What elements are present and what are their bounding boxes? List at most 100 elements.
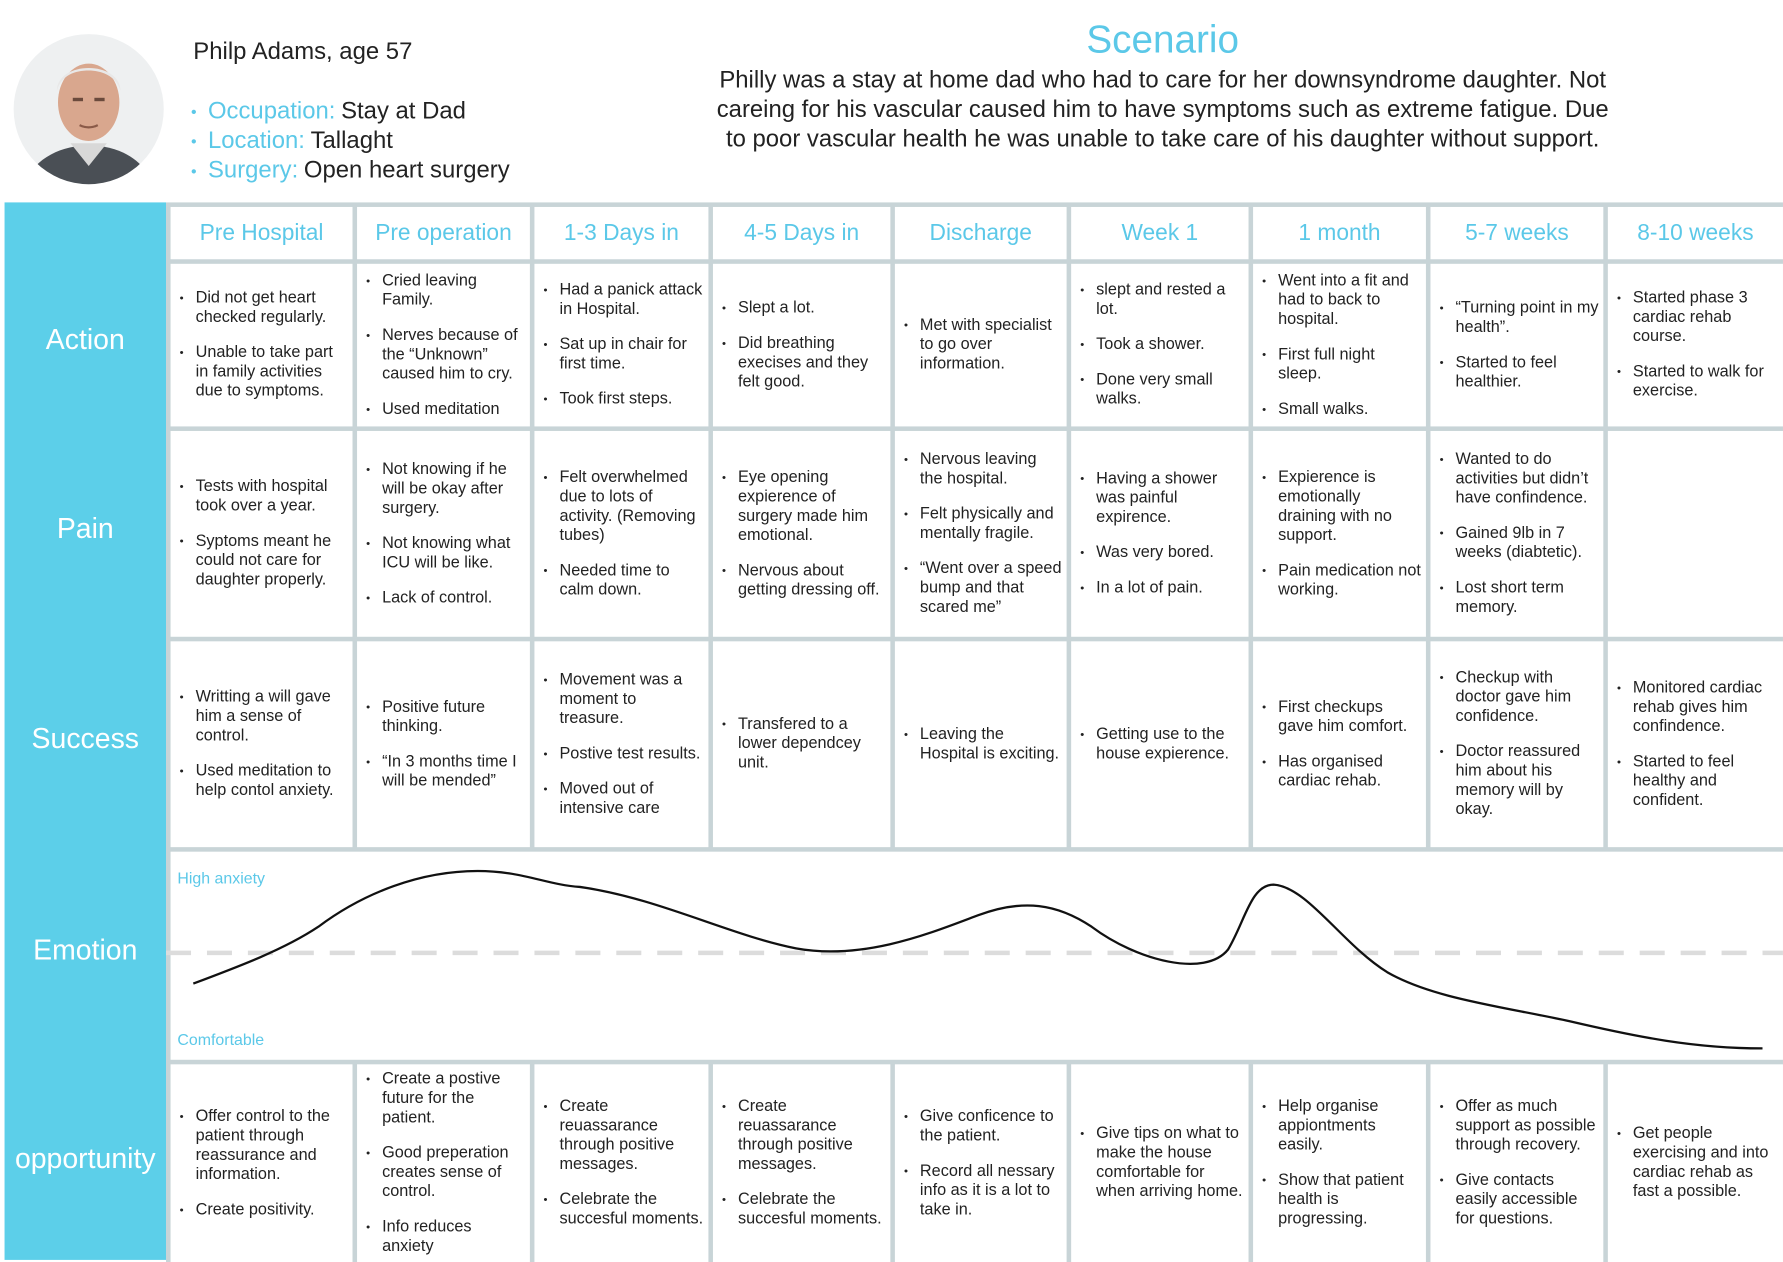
- row-label: opportunity: [14, 1142, 156, 1175]
- detail-value: Stay at Dad: [341, 97, 466, 124]
- bullet: Not knowing what ICU will be like.: [366, 534, 525, 573]
- bullet: Small walks.: [1262, 400, 1421, 419]
- bullet-list: Did not get heart checked regularly. Unab…: [180, 289, 348, 402]
- cell: Help organise appiontments easily. Show t…: [1253, 1064, 1426, 1262]
- bullet-list: Create a postive future for the patient.…: [366, 1070, 525, 1256]
- bullet-list: Slept a lot. Did breathing execises and t…: [722, 298, 886, 391]
- bullet: Positive future thinking.: [366, 698, 525, 737]
- bullet-list: “Turning point in my health”. Started to …: [1440, 298, 1599, 391]
- bullet: Create positivity.: [180, 1200, 348, 1219]
- stage-header: 8-10 weeks: [1607, 206, 1783, 260]
- bullet: In a lot of pain.: [1080, 579, 1244, 598]
- bullet: Transfered to a lower dependcey unit.: [722, 715, 886, 773]
- cell: Writting a will gave him a sense of cont…: [170, 641, 353, 848]
- bullet-list: Transfered to a lower dependcey unit.: [722, 715, 886, 773]
- cell: Nervous leaving the hospital. Felt physic…: [894, 430, 1067, 637]
- bullet-list: Writting a will gave him a sense of cont…: [180, 688, 348, 801]
- persona-detail: Surgery:Open heart surgery: [191, 157, 510, 187]
- cell: Slept a lot. Did breathing execises and t…: [712, 263, 891, 427]
- cell: Offer control to the patient through rea…: [170, 1064, 353, 1262]
- bullet: Writting a will gave him a sense of cont…: [180, 688, 348, 746]
- bullet-list: Get people exercising and into cardiac r…: [1617, 1125, 1778, 1202]
- cell: Not knowing if he will be okay after sur…: [357, 430, 530, 637]
- bullet-list: slept and rested a lot. Took a shower. Don…: [1080, 281, 1244, 409]
- cell: Create a postive future for the patient.…: [357, 1064, 530, 1262]
- bullet-list: Went into a fit and had to back to hospi…: [1262, 271, 1421, 419]
- bullet: Sat up in chair for first time.: [544, 335, 704, 374]
- bullet: Good preperation creates sense of contro…: [366, 1144, 525, 1202]
- stage-header: Discharge: [894, 206, 1067, 260]
- bullet: slept and rested a lot.: [1080, 281, 1244, 320]
- bullet: Expierence is emotionally draining with …: [1262, 468, 1421, 545]
- detail-label: Location:: [207, 127, 305, 154]
- bullet: Postive test results.: [544, 744, 704, 763]
- persona-name: Philp Adams, age 57: [193, 38, 413, 65]
- bullet: Offer as much support as possible throug…: [1440, 1097, 1599, 1155]
- bullet: Took a shower.: [1080, 335, 1244, 354]
- cell: Expierence is emotionally draining with …: [1253, 430, 1426, 637]
- bullet: Nerves because of the “Unknown” caused h…: [366, 326, 525, 384]
- bullet-list: Give tips on what to make the house comf…: [1080, 1125, 1244, 1202]
- bullet-list: Monitored cardiac rehab gives him confin…: [1617, 678, 1778, 810]
- cell: Did not get heart checked regularly. Unab…: [170, 263, 353, 427]
- bullet: Tests with hospital took over a year.: [180, 478, 348, 517]
- bullet: Doctor reassured him about his memory wi…: [1440, 743, 1599, 820]
- bullet: Started to walk for exercise.: [1617, 363, 1778, 402]
- stage-header: 5-7 weeks: [1430, 206, 1604, 260]
- cell: Wanted to do activities but didn’t have …: [1430, 430, 1604, 637]
- bullet: “Went over a speed bump and that scared …: [904, 559, 1062, 617]
- bullet: Done very small walks.: [1080, 371, 1244, 410]
- cell: First checkups gave him comfort. Has orga…: [1253, 641, 1426, 848]
- bullet-list: Help organise appiontments easily. Show t…: [1262, 1097, 1421, 1229]
- bullet: Give contacts easily accessible for ques…: [1440, 1171, 1599, 1229]
- bullet: Offer control to the patient through rea…: [180, 1107, 348, 1184]
- stage-header: 1-3 Days in: [534, 206, 709, 260]
- bullet: Took first steps.: [544, 390, 704, 409]
- row-labels: Action Pain Success Emotion opportunity: [4, 202, 167, 1260]
- bullet-list: Getting use to the house expierence.: [1080, 725, 1244, 764]
- bullet: Felt physically and mentally fragile.: [904, 505, 1062, 544]
- row-label: Pain: [56, 512, 114, 545]
- bullet: Create a postive future for the patient.: [366, 1070, 525, 1128]
- detail-label: Surgery:: [207, 156, 299, 184]
- bullet: Lack of control.: [366, 588, 525, 607]
- bullet-list: Had a panick attack in Hospital. Sat up i…: [544, 281, 704, 409]
- cell: Transfered to a lower dependcey unit.: [712, 641, 891, 848]
- cell: Cried leaving Family. Nerves because of t…: [357, 263, 530, 427]
- bullet: Cried leaving Family.: [366, 271, 525, 310]
- grid: Pre Hospital Pre operation 1-3 Days in 4-5 …: [166, 202, 1783, 1262]
- cell: Started phase 3 cardiac rehab course. Sta…: [1607, 263, 1783, 427]
- detail-value: Open heart surgery: [303, 156, 510, 184]
- scenario-title: Scenario: [1086, 18, 1239, 62]
- bullet-list: Tests with hospital took over a year. Syp…: [180, 478, 348, 591]
- bullet: Started to feel healthy and confident.: [1617, 752, 1778, 810]
- cell: Get people exercising and into cardiac r…: [1607, 1064, 1783, 1262]
- cell: Give conficence to the patient. Record al…: [894, 1064, 1067, 1262]
- bullet: First full night sleep.: [1262, 345, 1421, 384]
- bullet: Give conficence to the patient.: [904, 1107, 1062, 1146]
- cell: Went into a fit and had to back to hospi…: [1253, 263, 1426, 427]
- persona-photo: [13, 34, 164, 185]
- bullet: Having a shower was painful expirence.: [1080, 470, 1244, 528]
- bullet: Movement was a moment to treasure.: [544, 670, 704, 728]
- high-label: High anxiety: [177, 868, 265, 887]
- bullet: Nervous leaving the hospital.: [904, 450, 1062, 489]
- bullet: Slept a lot.: [722, 298, 886, 317]
- bullet: Info reduces anxiety: [366, 1218, 525, 1257]
- stage-header: Pre operation: [357, 206, 530, 260]
- row-label: Action: [45, 324, 125, 356]
- row-label: Success: [31, 723, 139, 756]
- stage-header: Week 1: [1071, 206, 1249, 260]
- bullet-list: Offer control to the patient through rea…: [180, 1107, 348, 1220]
- bullet-list: Nervous leaving the hospital. Felt physic…: [904, 450, 1062, 617]
- bullet-list: Checkup with doctor gave him confidence.…: [1440, 669, 1599, 820]
- bullet-list: Positive future thinking. “In 3 months ti…: [366, 698, 525, 791]
- bullet: Met with specialist to go over informati…: [904, 316, 1062, 374]
- bullet: Show that patient health is progressing.: [1262, 1171, 1421, 1229]
- bullet: Checkup with doctor gave him confidence.: [1440, 669, 1599, 727]
- bullet: Get people exercising and into cardiac r…: [1617, 1125, 1778, 1202]
- cell: Met with specialist to go over informati…: [894, 263, 1067, 427]
- bullet: Nervous about getting dressing off.: [722, 561, 886, 600]
